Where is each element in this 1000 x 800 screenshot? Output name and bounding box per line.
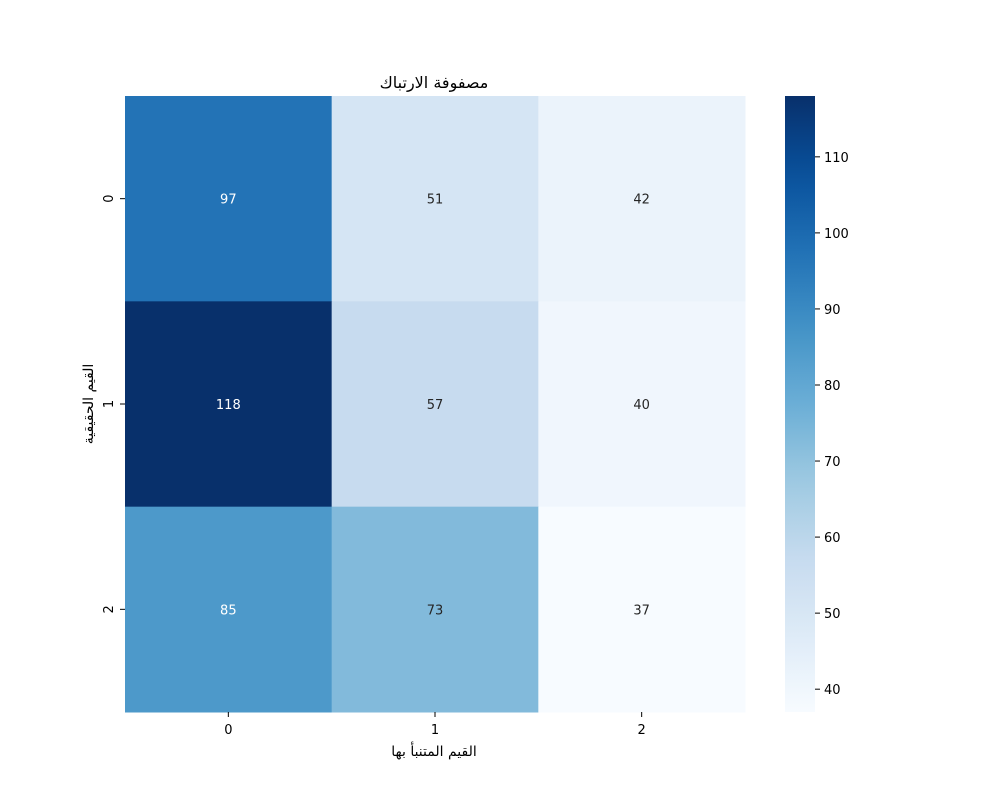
heatmap-cell bbox=[331, 506, 539, 713]
colorbar-tick-label: 70 bbox=[824, 455, 841, 470]
colorbar-tick-label: 110 bbox=[824, 151, 849, 166]
y-axis-label: القيم الحقيقية bbox=[81, 364, 97, 445]
colorbar-tick-label: 100 bbox=[824, 227, 849, 242]
colorbar-tick-label: 90 bbox=[824, 303, 841, 318]
y-tick-label: 0 bbox=[102, 195, 117, 203]
cell-value-label: 42 bbox=[633, 193, 650, 208]
cell-value-label: 97 bbox=[220, 193, 237, 208]
colorbar-tick-label: 80 bbox=[824, 379, 841, 394]
y-axis-ticks: 0 1 2 bbox=[102, 195, 125, 613]
heatmap-cell bbox=[538, 506, 746, 713]
chart-title: مصفوفة الارتباك bbox=[380, 73, 489, 93]
heatmap-cells bbox=[125, 96, 746, 713]
cell-value-label: 57 bbox=[427, 398, 444, 413]
y-tick-label: 2 bbox=[102, 605, 117, 613]
colorbar-tick-label: 60 bbox=[824, 531, 841, 546]
cell-value-label: 37 bbox=[633, 603, 650, 618]
heatmap-cell bbox=[125, 506, 333, 713]
colorbar bbox=[785, 96, 815, 712]
x-tick-label: 2 bbox=[638, 723, 646, 738]
cell-value-label: 40 bbox=[633, 398, 650, 413]
heatmap-cell bbox=[331, 301, 539, 508]
heatmap-cell-labels: 97 51 42 118 57 40 85 73 37 bbox=[216, 193, 650, 619]
y-tick-label: 1 bbox=[102, 400, 117, 408]
heatmap-cell bbox=[125, 96, 333, 302]
cell-value-label: 118 bbox=[216, 398, 241, 413]
colorbar-tick-label: 40 bbox=[824, 683, 841, 698]
x-axis-label: القيم المتنبأ بها bbox=[391, 741, 476, 760]
x-tick-label: 1 bbox=[431, 723, 439, 738]
heatmap-cell bbox=[538, 96, 746, 302]
heatmap-cell bbox=[125, 301, 333, 508]
x-axis-ticks: 0 1 2 bbox=[224, 712, 646, 738]
heatmap-cell bbox=[538, 301, 746, 508]
cell-value-label: 51 bbox=[427, 193, 444, 208]
cell-value-label: 73 bbox=[427, 603, 444, 618]
colorbar-ticks: 40 50 60 70 80 90 100 110 bbox=[815, 151, 849, 698]
cell-value-label: 85 bbox=[220, 603, 237, 618]
x-tick-label: 0 bbox=[224, 723, 232, 738]
heatmap-cell bbox=[331, 96, 539, 302]
colorbar-tick-label: 50 bbox=[824, 607, 841, 622]
